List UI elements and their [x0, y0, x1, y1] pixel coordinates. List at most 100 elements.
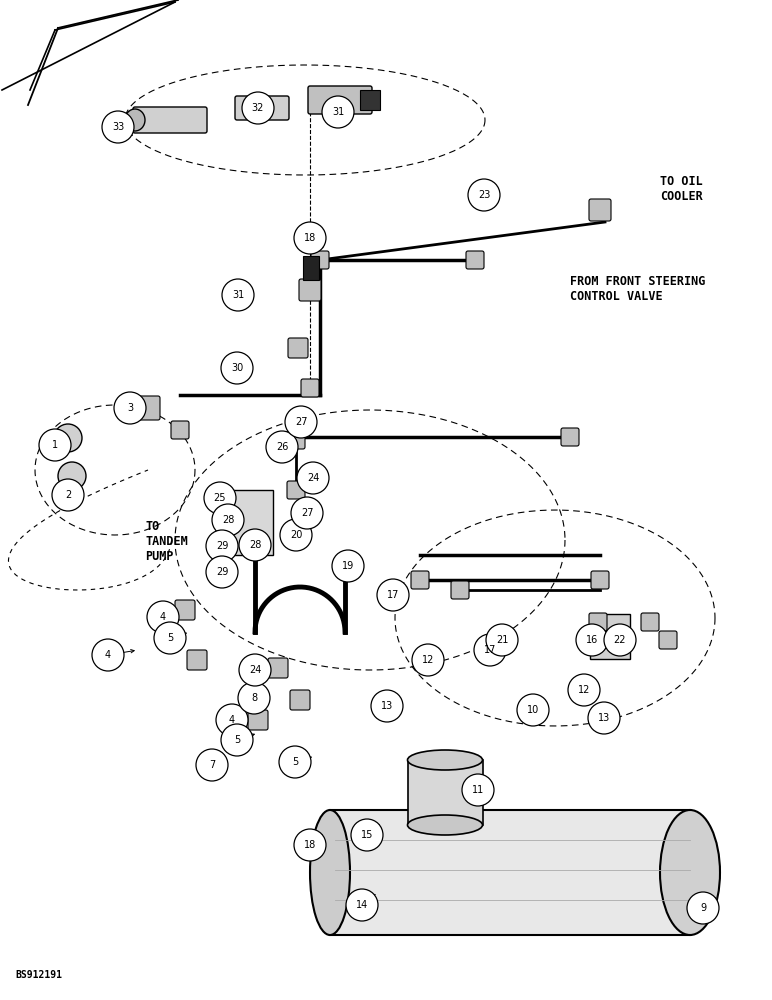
Text: TO OIL
COOLER: TO OIL COOLER	[660, 175, 703, 203]
Circle shape	[322, 96, 354, 128]
Circle shape	[588, 702, 620, 734]
Circle shape	[280, 519, 312, 551]
FancyBboxPatch shape	[466, 251, 484, 269]
Text: 13: 13	[598, 713, 610, 723]
Text: BS912191: BS912191	[15, 970, 62, 980]
FancyBboxPatch shape	[268, 658, 288, 678]
Circle shape	[102, 111, 134, 143]
Text: 8: 8	[251, 693, 257, 703]
Text: 31: 31	[332, 107, 344, 117]
Circle shape	[279, 746, 311, 778]
FancyBboxPatch shape	[187, 650, 207, 670]
FancyBboxPatch shape	[591, 571, 609, 589]
Ellipse shape	[125, 109, 145, 131]
FancyBboxPatch shape	[311, 251, 329, 269]
FancyBboxPatch shape	[136, 396, 160, 420]
Text: 20: 20	[290, 530, 302, 540]
Circle shape	[222, 279, 254, 311]
Text: 4: 4	[229, 715, 235, 725]
Text: 29: 29	[216, 567, 229, 577]
Circle shape	[206, 530, 238, 562]
Circle shape	[39, 429, 71, 461]
Circle shape	[297, 462, 329, 494]
FancyBboxPatch shape	[408, 760, 482, 825]
Text: 5: 5	[167, 633, 173, 643]
Ellipse shape	[408, 750, 482, 770]
Circle shape	[221, 724, 253, 756]
Text: 1: 1	[52, 440, 58, 450]
Text: 24: 24	[306, 473, 319, 483]
Ellipse shape	[408, 815, 482, 835]
FancyBboxPatch shape	[590, 614, 630, 659]
FancyBboxPatch shape	[589, 613, 607, 631]
Circle shape	[266, 431, 298, 463]
FancyBboxPatch shape	[299, 279, 321, 301]
FancyBboxPatch shape	[411, 571, 429, 589]
Text: 21: 21	[496, 635, 508, 645]
Text: 27: 27	[301, 508, 313, 518]
Circle shape	[371, 690, 403, 722]
FancyBboxPatch shape	[290, 690, 310, 710]
FancyBboxPatch shape	[301, 379, 319, 397]
FancyBboxPatch shape	[133, 107, 207, 133]
Circle shape	[147, 601, 179, 633]
FancyBboxPatch shape	[235, 96, 289, 120]
Circle shape	[486, 624, 518, 656]
FancyBboxPatch shape	[561, 428, 579, 446]
Text: 4: 4	[105, 650, 111, 660]
Circle shape	[238, 682, 270, 714]
FancyBboxPatch shape	[288, 338, 308, 358]
Circle shape	[204, 482, 236, 514]
Circle shape	[212, 504, 244, 536]
Circle shape	[206, 556, 238, 588]
Text: 2: 2	[65, 490, 71, 500]
FancyBboxPatch shape	[218, 490, 273, 555]
Text: TO
TANDEM
PUMP: TO TANDEM PUMP	[145, 520, 188, 563]
FancyBboxPatch shape	[589, 199, 611, 221]
Circle shape	[221, 352, 253, 384]
Circle shape	[114, 392, 146, 424]
Circle shape	[216, 704, 248, 736]
FancyBboxPatch shape	[308, 86, 372, 114]
FancyBboxPatch shape	[303, 256, 319, 280]
Text: 11: 11	[472, 785, 484, 795]
Ellipse shape	[310, 810, 350, 935]
Text: 27: 27	[295, 417, 307, 427]
Text: 4: 4	[160, 612, 166, 622]
Text: 9: 9	[700, 903, 706, 913]
Circle shape	[294, 829, 326, 861]
Text: 32: 32	[252, 103, 264, 113]
Circle shape	[54, 424, 82, 452]
FancyBboxPatch shape	[451, 581, 469, 599]
Text: 10: 10	[527, 705, 539, 715]
Text: 33: 33	[112, 122, 124, 132]
Circle shape	[377, 579, 409, 611]
Circle shape	[474, 634, 506, 666]
FancyBboxPatch shape	[659, 631, 677, 649]
Text: 7: 7	[209, 760, 215, 770]
Text: 28: 28	[222, 515, 234, 525]
Circle shape	[285, 406, 317, 438]
Circle shape	[332, 550, 364, 582]
Text: 31: 31	[232, 290, 244, 300]
Text: 30: 30	[231, 363, 243, 373]
FancyBboxPatch shape	[171, 421, 189, 439]
Circle shape	[196, 749, 228, 781]
Circle shape	[242, 92, 274, 124]
Circle shape	[346, 889, 378, 921]
Text: 17: 17	[484, 645, 496, 655]
Text: 28: 28	[249, 540, 261, 550]
Circle shape	[412, 644, 444, 676]
Text: 26: 26	[276, 442, 288, 452]
Text: 17: 17	[387, 590, 399, 600]
Circle shape	[239, 654, 271, 686]
Text: 16: 16	[586, 635, 598, 645]
Circle shape	[92, 639, 124, 671]
Text: 23: 23	[478, 190, 490, 200]
Circle shape	[351, 819, 383, 851]
Text: 3: 3	[127, 403, 133, 413]
Text: 13: 13	[381, 701, 393, 711]
Circle shape	[52, 479, 84, 511]
Text: 29: 29	[216, 541, 229, 551]
Circle shape	[687, 892, 719, 924]
